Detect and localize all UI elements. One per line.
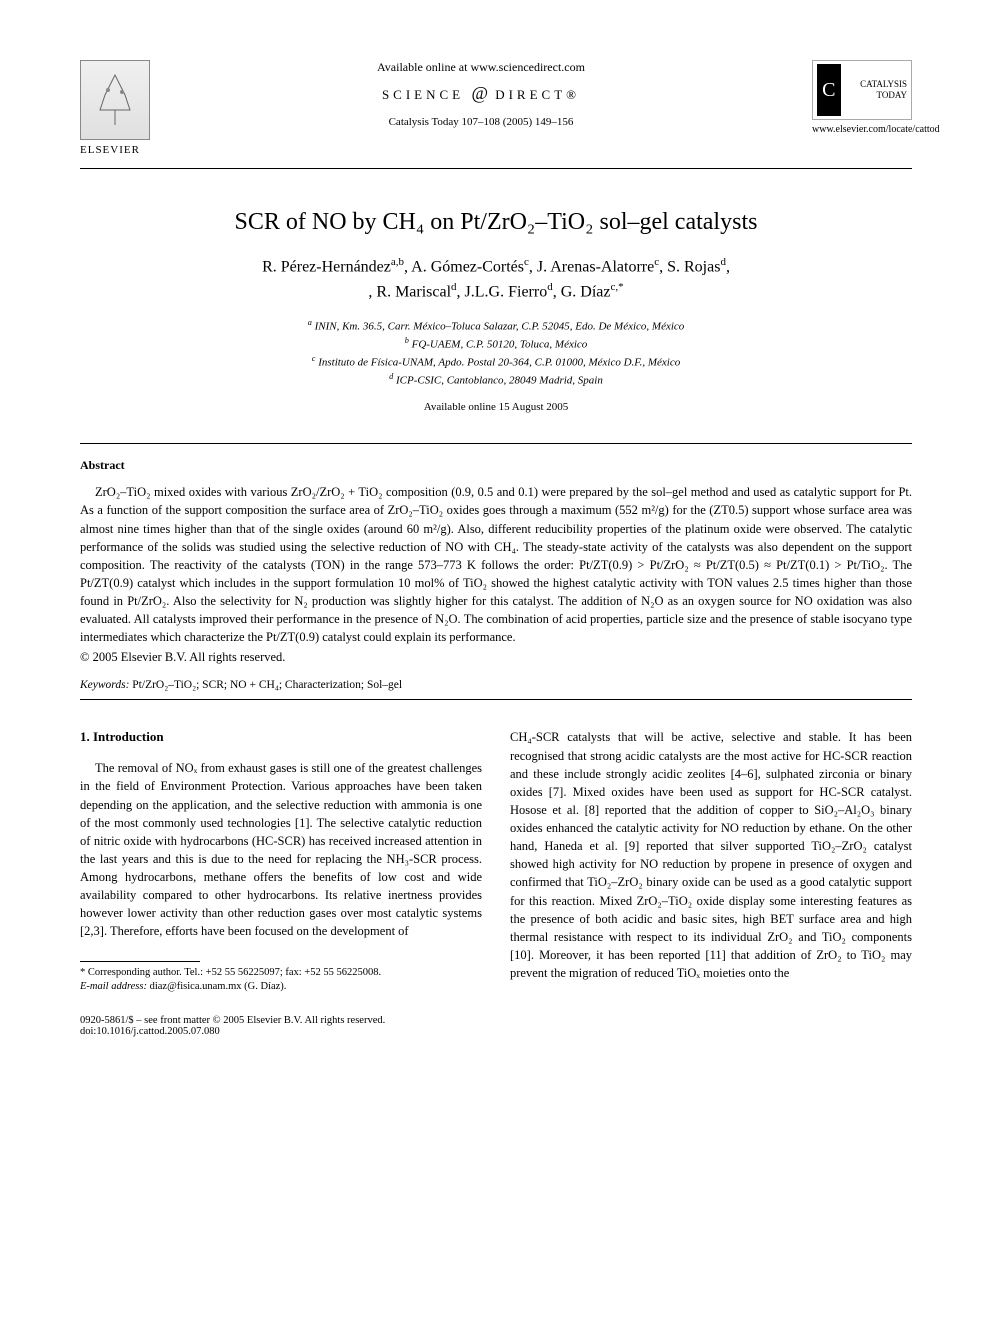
intro-para-left: The removal of NOₓ from exhaust gases is…	[80, 759, 482, 940]
article-title: SCR of NO by CH₄ on Pt/ZrO₂–TiO₂ sol–gel…	[80, 209, 912, 236]
author-6: , J.L.G. Fierro	[457, 284, 548, 301]
footer-info: 0920-5861/$ – see front matter © 2005 El…	[80, 1015, 912, 1037]
author-1-affil: a,b	[391, 256, 404, 268]
affil-a-text: ININ, Km. 36.5, Carr. México–Toluca Sala…	[315, 320, 685, 332]
email-label: E-mail address:	[80, 981, 147, 992]
sd-left: SCIENCE	[382, 87, 464, 102]
email-address: diaz@fisica.unam.mx (G. Díaz).	[150, 981, 287, 992]
journal-citation: Catalysis Today 107–108 (2005) 149–156	[170, 116, 792, 128]
available-online-text: Available online at www.sciencedirect.co…	[170, 60, 792, 75]
abstract-copyright: © 2005 Elsevier B.V. All rights reserved…	[80, 650, 912, 665]
body-columns: 1. Introduction The removal of NOₓ from …	[80, 728, 912, 994]
author-2: , A. Gómez-Cortés	[404, 258, 524, 275]
header-rule	[80, 168, 912, 169]
affil-c-text: Instituto de Física-UNAM, Apdo. Postal 2…	[318, 357, 680, 369]
sep: ,	[726, 258, 730, 275]
affil-b: b FQ-UAEM, C.P. 50120, Toluca, México	[80, 335, 912, 353]
affil-a: a ININ, Km. 36.5, Carr. México–Toluca Sa…	[80, 317, 912, 335]
affil-c: c Instituto de Física-UNAM, Apdo. Postal…	[80, 353, 912, 371]
intro-para-right: CH₄-SCR catalysts that will be active, s…	[510, 728, 912, 982]
catalysis-c-icon: C	[817, 64, 841, 116]
elsevier-label: ELSEVIER	[80, 144, 150, 156]
author-7: , G. Díaz	[553, 284, 611, 301]
author-4: , S. Rojas	[659, 258, 720, 275]
affiliations: a ININ, Km. 36.5, Carr. México–Toluca Sa…	[80, 317, 912, 390]
author-3: , J. Arenas-Alatorre	[529, 258, 654, 275]
keywords-rule	[80, 699, 912, 700]
center-header: Available online at www.sciencedirect.co…	[150, 60, 812, 128]
elsevier-tree-icon	[80, 60, 150, 140]
abstract-top-rule	[80, 443, 912, 444]
affil-d-text: ICP-CSIC, Cantoblanco, 28049 Madrid, Spa…	[396, 375, 603, 387]
available-online-date: Available online 15 August 2005	[80, 401, 912, 413]
sd-right: DIRECT	[495, 87, 566, 102]
sciencedirect-logo: SCIENCE @ DIRECT®	[170, 83, 792, 104]
affil-d: d ICP-CSIC, Cantoblanco, 28049 Madrid, S…	[80, 371, 912, 389]
keywords-text: Pt/ZrO₂–TiO₂; SCR; NO + CH₄; Characteriz…	[132, 679, 402, 691]
journal-branding: C CATALYSIS TODAY www.elsevier.com/locat…	[812, 60, 912, 135]
author-5: , R. Mariscal	[368, 284, 451, 301]
keywords-label: Keywords:	[80, 679, 129, 691]
doi-line: doi:10.1016/j.cattod.2005.07.080	[80, 1026, 912, 1037]
abstract-body: ZrO₂–TiO₂ mixed oxides with various ZrO₂…	[80, 483, 912, 646]
corresponding-footnote: * Corresponding author. Tel.: +52 55 562…	[80, 966, 482, 981]
email-footnote: E-mail address: diaz@fisica.unam.mx (G. …	[80, 980, 482, 995]
catalysis-logo: C CATALYSIS TODAY	[812, 60, 912, 120]
author-1: R. Pérez-Hernández	[262, 258, 391, 275]
keywords: Keywords: Pt/ZrO₂–TiO₂; SCR; NO + CH₄; C…	[80, 679, 912, 691]
catalysis-title: CATALYSIS TODAY	[845, 79, 907, 101]
sd-at-icon: @	[471, 83, 488, 103]
abstract-heading: Abstract	[80, 458, 912, 473]
issn-line: 0920-5861/$ – see front matter © 2005 El…	[80, 1015, 912, 1026]
header-row: ELSEVIER Available online at www.science…	[80, 60, 912, 156]
left-column: 1. Introduction The removal of NOₓ from …	[80, 728, 482, 994]
elsevier-block: ELSEVIER	[80, 60, 150, 156]
authors-list: R. Pérez-Hernándeza,b, A. Gómez-Cortés c,…	[80, 254, 912, 305]
author-7-affil: c,*	[610, 281, 623, 293]
right-column: CH₄-SCR catalysts that will be active, s…	[510, 728, 912, 994]
journal-locate-url: www.elsevier.com/locate/cattod	[812, 124, 912, 135]
footnote-rule	[80, 961, 200, 962]
affil-b-text: FQ-UAEM, C.P. 50120, Toluca, México	[412, 338, 588, 350]
section-1-heading: 1. Introduction	[80, 728, 482, 747]
